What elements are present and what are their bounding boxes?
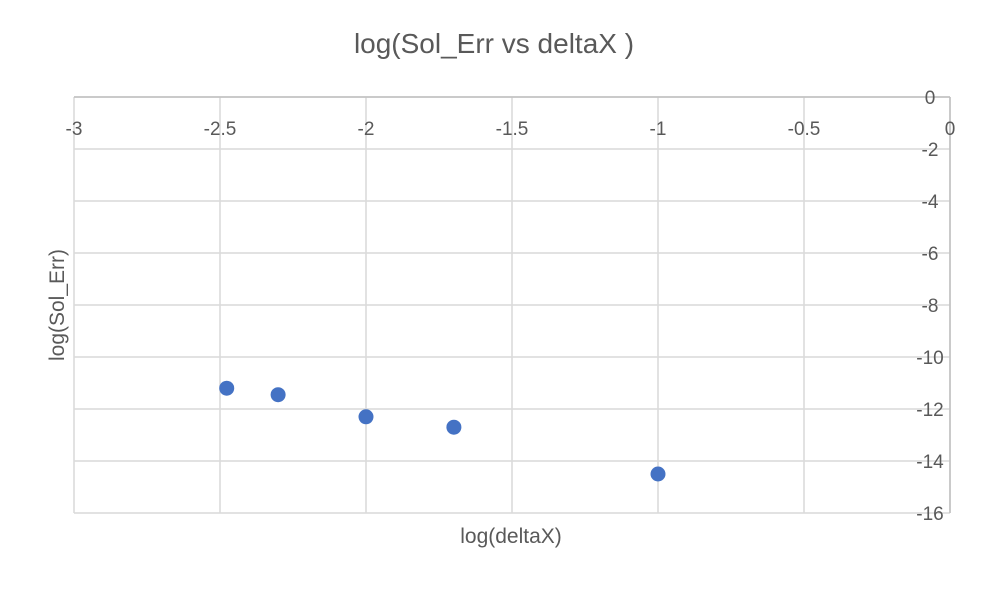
data-point <box>358 409 374 425</box>
y-tick-label: -12 <box>916 400 943 421</box>
data-point <box>446 419 462 435</box>
y-tick-label: -2 <box>922 140 939 161</box>
y-tick-label: -14 <box>916 452 944 473</box>
y-axis-title: log(Sol_Err) <box>46 249 69 361</box>
y-tick-label: -8 <box>922 296 939 317</box>
x-tick-label: -1.5 <box>496 119 529 140</box>
tick-labels: 0 -2 -4 -6 -8 -10 -12 -14 -16 -3 -2.5 -2 -1.5 -1 -0.5 0 <box>66 88 956 525</box>
y-tick-label: -16 <box>916 504 943 525</box>
data-points <box>219 380 666 482</box>
x-tick-label: 0 <box>945 119 956 140</box>
y-tick-label: -4 <box>922 192 939 213</box>
chart-title: log(Sol_Err vs deltaX ) <box>354 28 634 59</box>
data-point <box>650 466 666 482</box>
x-tick-label: -2 <box>358 119 375 140</box>
y-tick-label: -10 <box>916 348 943 369</box>
data-point <box>270 387 286 403</box>
x-tick-label: -3 <box>66 119 83 140</box>
data-point <box>219 380 235 396</box>
y-tick-label: -6 <box>922 244 939 265</box>
y-tick-label: 0 <box>925 88 936 109</box>
x-tick-label: -1 <box>650 119 667 140</box>
x-axis-title: log(deltaX) <box>460 525 562 548</box>
x-tick-label: -0.5 <box>788 119 821 140</box>
gridlines <box>73 96 951 514</box>
x-tick-label: -2.5 <box>204 119 237 140</box>
